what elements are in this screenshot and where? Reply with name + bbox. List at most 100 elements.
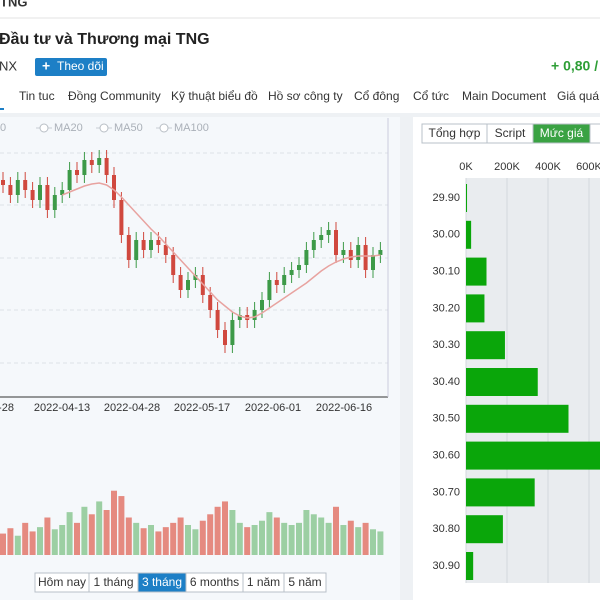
candle-body: [82, 160, 87, 175]
volume-bar: [259, 520, 265, 555]
volume-bar: [155, 531, 162, 555]
volume-bar: [148, 525, 154, 555]
candle-body: [319, 235, 324, 240]
candle-body: [38, 185, 42, 200]
profile-bar: [466, 368, 538, 396]
candle-body: [252, 310, 257, 320]
candle-body: [1, 180, 5, 185]
nav-tab[interactable]: Cổ tức: [413, 89, 449, 103]
nav-tab[interactable]: Tin tuc: [19, 89, 55, 103]
candle-body: [237, 315, 242, 320]
volume-bar: [44, 517, 51, 555]
follow-label: Theo dõi: [57, 59, 104, 73]
legend-icon: [159, 123, 169, 133]
candle-body: [378, 250, 383, 255]
volume-bar: [214, 506, 221, 555]
follow-button[interactable]: [35, 58, 107, 76]
price-level: 30.50: [432, 413, 460, 425]
company-title: Đầu tư và Thương mại TNG: [0, 31, 210, 48]
ma-line: [61, 182, 381, 319]
plus-icon: +: [42, 58, 50, 74]
volume-bar: [22, 522, 29, 555]
volume-bar: [7, 528, 14, 555]
volume-bar: [318, 517, 325, 555]
candle-body: [334, 230, 338, 255]
range-button[interactable]: [283, 572, 327, 593]
nav-tab[interactable]: Cổ đông: [354, 89, 399, 103]
panel-tab[interactable]: [589, 123, 600, 144]
profile-bar: [466, 404, 569, 433]
candle-body: [311, 240, 316, 250]
volume-bar: [51, 529, 58, 555]
volume-bar: [96, 501, 103, 555]
profile-tick-label: 0K: [459, 161, 473, 173]
volume-bar: [303, 510, 310, 555]
volume-bar: [14, 535, 21, 555]
legend-label: MA50: [114, 122, 143, 134]
profile-tick-label: 600K: [576, 161, 600, 173]
price-level: 30.60: [432, 450, 460, 462]
candle-body: [75, 170, 79, 175]
x-tick-label: -28: [0, 402, 14, 414]
price-level: 30.30: [432, 339, 460, 351]
profile-bar: [466, 184, 468, 212]
candle-body: [119, 200, 124, 235]
range-label: 3 tháng: [142, 575, 182, 589]
candle-body: [289, 270, 294, 275]
legend-label: MA20: [54, 122, 83, 134]
candle-body: [282, 275, 287, 285]
price-level: 30.10: [432, 266, 460, 278]
volume-bar: [81, 506, 88, 555]
nav-tab[interactable]: Đồng Community: [68, 89, 161, 103]
profile-bar: [466, 441, 600, 470]
volume-bar: [0, 533, 6, 555]
candle-body: [89, 160, 94, 165]
legend-label: 0: [0, 122, 6, 134]
nav-tab[interactable]: Main Document: [462, 89, 547, 103]
candle-body: [356, 245, 361, 260]
exchange: NX: [0, 58, 17, 73]
volume-bar: [310, 514, 317, 555]
volume-bar: [281, 522, 288, 555]
volume-bar: [140, 528, 147, 555]
x-tick-label: 2022-04-28: [104, 402, 160, 414]
volume-bar: [377, 531, 384, 555]
x-tick-label: 2022-06-01: [245, 402, 301, 414]
nav-tab[interactable]: Giá quá: [557, 89, 599, 103]
volume-bar: [185, 525, 191, 555]
candle-body: [149, 240, 153, 250]
candle-body: [171, 255, 176, 275]
price-level: 30.20: [432, 302, 460, 314]
candle-body: [348, 250, 353, 260]
volume-bar: [236, 522, 243, 555]
profile-bar: [466, 257, 487, 286]
candle-body: [52, 195, 57, 210]
profile-bar: [466, 478, 535, 507]
ticker: TNG: [0, 0, 27, 9]
candle-body: [30, 190, 35, 200]
nav-tab[interactable]: Kỹ thuật biểu đồ: [171, 89, 258, 103]
candle-body: [60, 190, 65, 195]
range-label: 1 năm: [247, 575, 280, 589]
candle-body: [45, 185, 50, 210]
candle-body: [163, 245, 168, 255]
candle-body: [141, 240, 146, 250]
nav-tab[interactable]: Hồ sơ công ty: [268, 89, 343, 103]
profile-bar: [466, 331, 505, 360]
volume-bar: [37, 527, 43, 555]
candle-body: [326, 230, 331, 235]
grid: [0, 152, 388, 364]
volume-bar: [162, 527, 169, 555]
range-label: Hôm nay: [38, 575, 86, 589]
candle-body: [67, 170, 72, 190]
candle-body: [267, 280, 272, 300]
candle-body: [112, 175, 116, 200]
volume-bar: [170, 522, 177, 555]
range-label: 5 năm: [288, 575, 321, 589]
profile-bar: [466, 552, 474, 580]
price-level: 30.00: [432, 229, 460, 241]
legend-label: MA100: [174, 122, 209, 134]
volume-bar: [296, 522, 302, 555]
volume-bar: [207, 514, 214, 555]
candle-body: [126, 235, 131, 260]
